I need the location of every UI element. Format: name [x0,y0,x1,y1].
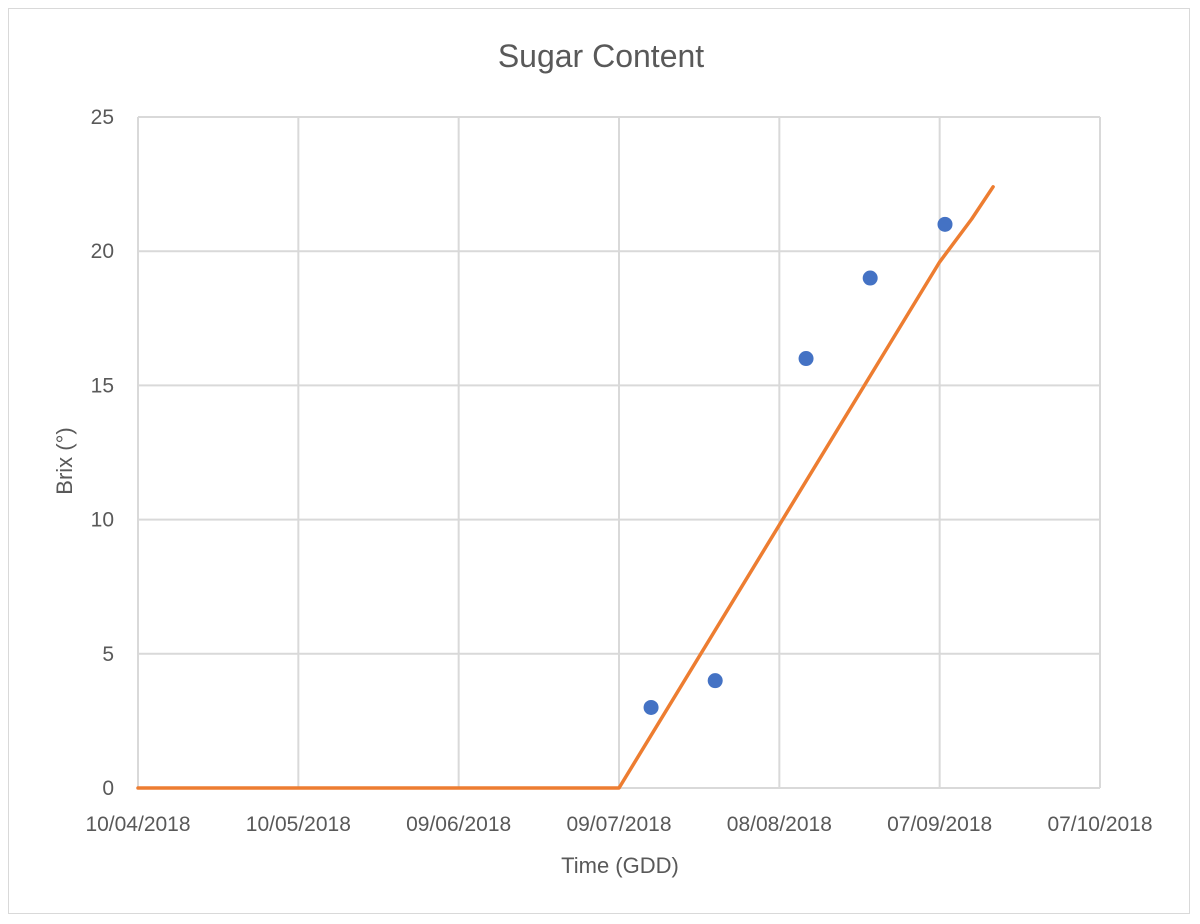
x-tick-label: 07/09/2018 [887,813,992,836]
y-tick-label: 25 [91,106,114,129]
x-axis-label: Time (GDD) [561,853,679,878]
data-point [798,351,814,367]
y-tick-label: 0 [102,777,114,800]
data-point [862,270,878,286]
x-tick-label: 08/08/2018 [727,813,832,836]
y-tick-label: 5 [102,643,114,666]
x-tick-label: 07/10/2018 [1047,813,1152,836]
y-tick-label: 15 [91,374,114,397]
chart-svg: Sugar Content 0 5 10 15 20 25 10/04/2018 10/05… [52,38,1153,878]
chart-title: Sugar Content [498,38,704,74]
data-point [937,216,953,232]
y-axis-label: Brix (°) [52,427,77,494]
trend-line-group [136,185,995,790]
x-tick-label: 09/07/2018 [566,813,671,836]
x-tick-label: 10/05/2018 [246,813,351,836]
x-tick-label: 09/06/2018 [406,813,511,836]
y-tick-label: 20 [91,240,114,263]
chart-area: Sugar Content 0 5 10 15 20 25 10/04/2018 10/05… [8,8,1190,914]
y-tick-labels: 0 5 10 15 20 25 [91,106,114,800]
data-point [707,673,723,689]
x-tick-labels: 10/04/2018 10/05/2018 09/06/2018 09/07/2018… [85,813,1152,836]
y-tick-label: 10 [91,509,114,532]
x-tick-label: 10/04/2018 [85,813,190,836]
data-points [643,216,953,715]
data-point [643,699,659,715]
gridlines [137,116,1101,789]
trend-line [136,185,995,790]
